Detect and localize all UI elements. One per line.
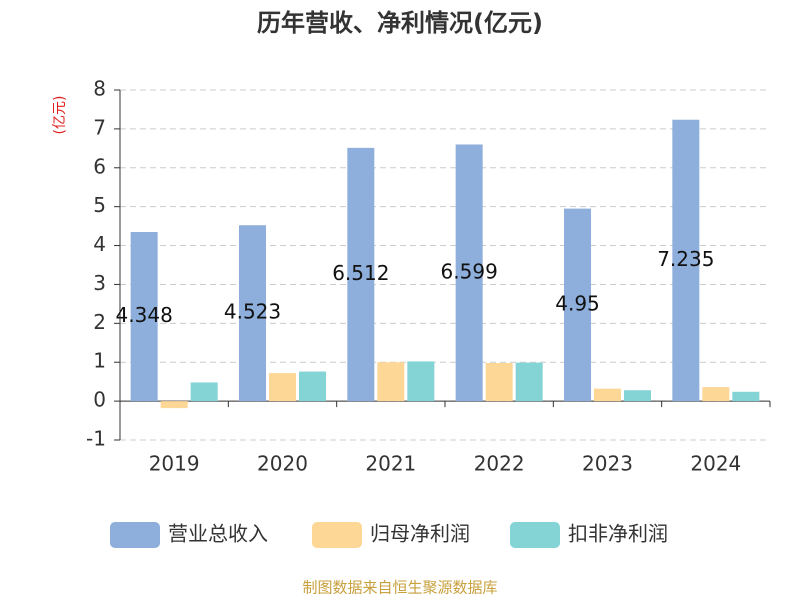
y-tick-label: -1 <box>86 427 106 451</box>
bar <box>160 401 188 409</box>
bar <box>594 388 621 402</box>
x-tick-label: 2021 <box>365 452 416 476</box>
x-tick-label: 2019 <box>149 452 200 476</box>
y-tick-label: 2 <box>93 310 106 334</box>
bar <box>130 232 158 402</box>
bar <box>347 147 375 402</box>
y-tick-label: 6 <box>93 154 106 178</box>
bar <box>732 391 760 402</box>
x-tick-label: 2023 <box>582 452 633 476</box>
bar <box>672 119 700 402</box>
x-tick-label: 2024 <box>690 452 741 476</box>
bar <box>702 387 730 402</box>
bar <box>624 390 651 402</box>
legend-swatch <box>312 522 362 548</box>
legend-label: 营业总收入 <box>168 522 268 546</box>
data-label: 4.523 <box>224 300 281 324</box>
y-tick-label: 3 <box>93 271 106 295</box>
bar <box>239 225 266 402</box>
data-label: 4.95 <box>555 291 600 315</box>
y-tick-label: 1 <box>93 349 106 373</box>
legend-swatch <box>110 522 160 548</box>
bar <box>564 208 591 402</box>
unit-label: (亿元) <box>52 96 68 135</box>
y-tick-label: 4 <box>93 232 106 256</box>
data-label: 7.235 <box>657 247 714 271</box>
source-note: 制图数据来自恒生聚源数据库 <box>302 579 497 597</box>
legend-label: 扣非净利润 <box>568 522 668 546</box>
legend-swatch <box>510 522 560 548</box>
bar <box>190 382 218 402</box>
x-tick-label: 2022 <box>474 452 525 476</box>
y-tick-label: 8 <box>93 77 106 101</box>
bar <box>269 373 296 402</box>
bar <box>455 144 483 402</box>
bar <box>299 371 326 402</box>
y-tick-label: 0 <box>93 388 106 412</box>
data-label: 4.348 <box>116 303 173 327</box>
chart-title: 历年营收、净利情况(亿元) <box>257 9 543 37</box>
bar <box>407 361 435 402</box>
legend-label: 归母净利润 <box>370 522 470 546</box>
data-label: 6.512 <box>332 261 389 285</box>
x-tick-label: 2020 <box>257 452 308 476</box>
bar <box>377 362 405 402</box>
bar <box>485 363 513 402</box>
bar <box>515 362 543 402</box>
y-tick-label: 5 <box>93 193 106 217</box>
data-label: 6.599 <box>441 259 498 283</box>
y-tick-label: 7 <box>93 115 106 139</box>
